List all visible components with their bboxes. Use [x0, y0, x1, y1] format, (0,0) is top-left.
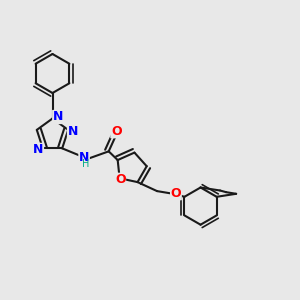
Text: H: H [82, 159, 90, 169]
Text: N: N [79, 151, 89, 164]
Text: O: O [111, 125, 122, 138]
Text: O: O [171, 187, 181, 200]
Text: N: N [53, 110, 63, 124]
Text: O: O [115, 173, 125, 186]
Text: N: N [33, 143, 44, 156]
Text: N: N [68, 125, 78, 138]
